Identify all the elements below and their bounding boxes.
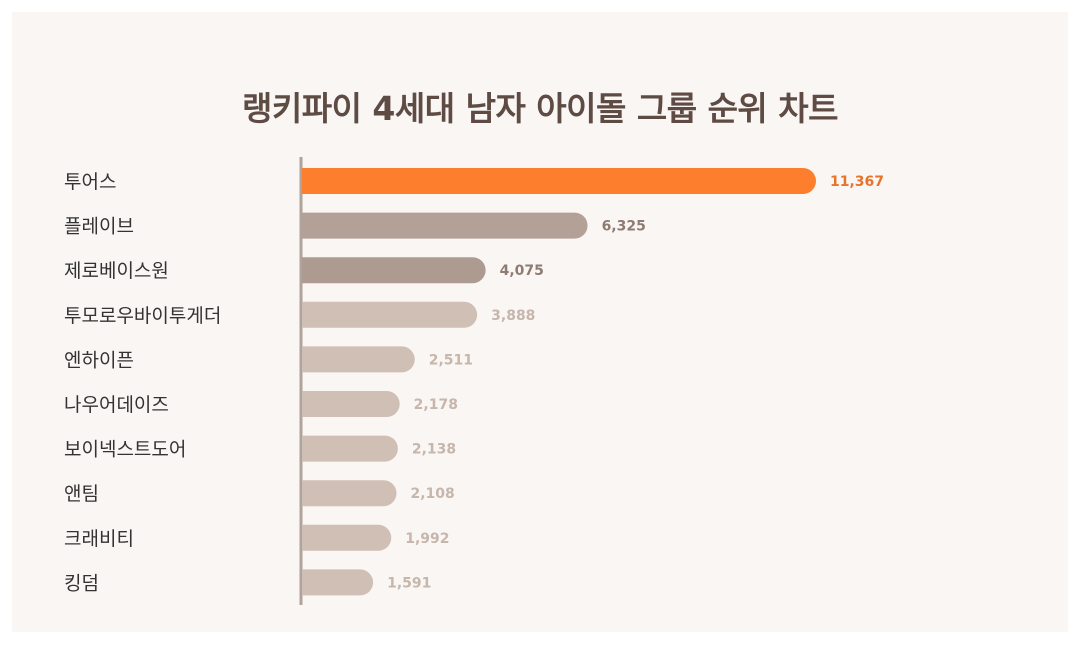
bar <box>302 524 392 551</box>
value-label: 1,992 <box>405 531 449 547</box>
chart-panel <box>12 12 1068 632</box>
category-label: 투모로우바이투게더 <box>64 305 221 327</box>
bar <box>302 346 415 373</box>
category-label: 투어스 <box>64 171 116 193</box>
value-label: 2,138 <box>412 442 456 458</box>
bar <box>302 257 486 284</box>
category-label: 플레이브 <box>64 216 134 238</box>
category-label: 제로베이스원 <box>64 260 169 282</box>
category-label: 킹덤 <box>64 572 99 594</box>
bar <box>302 301 478 328</box>
bar <box>302 480 397 507</box>
category-label: 나우어데이즈 <box>64 394 169 416</box>
bar <box>302 391 400 417</box>
chart-title: 랭키파이 4세대 남자 아이돌 그룹 순위 차트 <box>241 89 839 128</box>
value-label: 2,108 <box>411 486 455 502</box>
value-label: 11,367 <box>830 174 884 190</box>
value-label: 2,178 <box>414 397 458 413</box>
bar <box>302 168 816 194</box>
category-label: 앤팀 <box>64 483 99 505</box>
value-label: 4,075 <box>500 263 544 279</box>
value-label: 2,511 <box>429 352 473 368</box>
value-label: 3,888 <box>491 308 535 324</box>
category-label: 엔하이픈 <box>64 349 134 371</box>
bar <box>302 569 374 596</box>
value-label: 1,591 <box>387 575 431 591</box>
bar <box>302 212 588 239</box>
category-label: 보이넥스트도어 <box>64 439 186 461</box>
category-label: 크래비티 <box>64 528 134 550</box>
value-label: 6,325 <box>602 219 646 235</box>
bar <box>302 435 398 462</box>
